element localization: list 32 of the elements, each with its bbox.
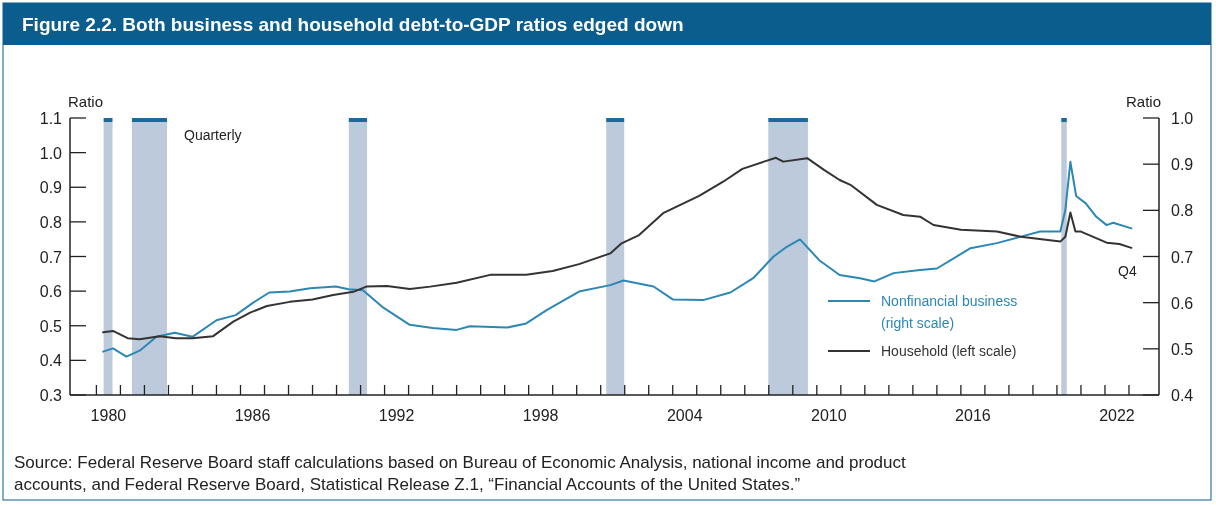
x-tick-label: 2004 (666, 407, 703, 424)
y2-tick-label: 0.6 (1171, 294, 1194, 312)
y-tick-label: 0.8 (39, 213, 63, 231)
x-tick-label: 2016 (955, 407, 991, 424)
y-tick-label: 0.4 (39, 352, 63, 370)
y2-tick-label: 0.5 (1171, 340, 1194, 358)
y-tick-label: 0.7 (39, 248, 63, 266)
legend-label: Nonfinancial business (right scale) (881, 293, 1018, 331)
chart-title: Figure 2.2. Both business and household debt-to-GDP ratios edged down (22, 14, 684, 35)
x-tick-label: 1980 (90, 407, 127, 424)
annotation: Quarterly (184, 127, 242, 143)
y2-tick-label: 1.0 (1171, 110, 1194, 127)
x-tick-label: 1986 (234, 407, 271, 424)
x-tick-label: 1992 (378, 407, 415, 424)
y-axis-title: Ratio (68, 93, 104, 110)
y2-axis-title: Ratio (1125, 93, 1161, 110)
y-tick-label: 1.0 (39, 144, 63, 162)
y-tick-label: 0.3 (39, 387, 63, 404)
y-tick-label: 0.9 (39, 179, 63, 197)
y-tick-label: 0.6 (39, 283, 63, 301)
x-tick-label: 2010 (811, 407, 847, 424)
x-tick-label: 2022 (1099, 407, 1135, 424)
y2-tick-label: 0.4 (1171, 387, 1194, 404)
y2-tick-label: 0.7 (1171, 248, 1194, 266)
x-tick-label: 1998 (522, 407, 559, 424)
y2-tick-label: 0.8 (1171, 202, 1194, 220)
y2-tick-label: 0.9 (1171, 156, 1194, 174)
legend-label: Household (left scale) (881, 343, 1017, 359)
source-note: Source: Federal Reserve Board staff calculations based on Bureau of Economic Analysis, national income and product accounts, and Federal Reserve Board, Statistical Release Z.1, “Financial Accounts of the United States.” (14, 453, 907, 494)
annotation: Q4 (1118, 262, 1137, 279)
y-tick-label: 1.1 (39, 110, 63, 127)
y-tick-label: 0.5 (39, 317, 63, 335)
